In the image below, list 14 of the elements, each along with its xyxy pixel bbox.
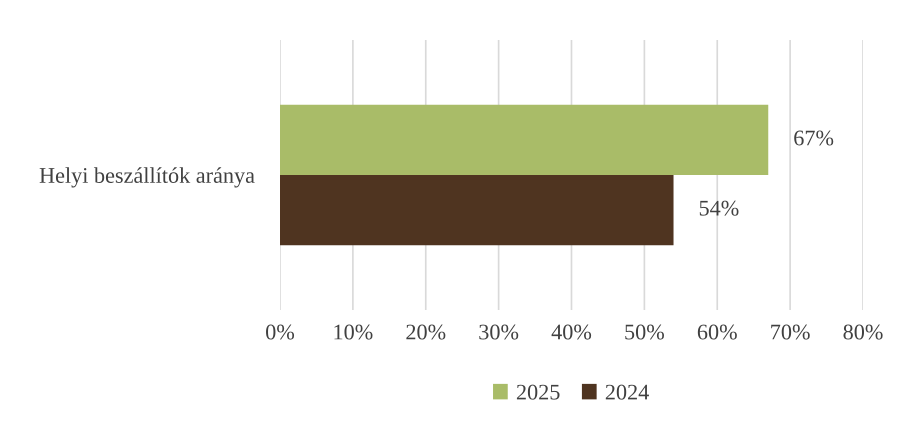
- x-tick-label: 20%: [406, 324, 446, 340]
- x-tick-label: 10%: [334, 324, 372, 340]
- data-label: 67%: [794, 130, 834, 146]
- legend-label: 2025: [516, 384, 560, 400]
- x-tick-label: 30%: [479, 324, 518, 340]
- x-tick-label: 70%: [771, 324, 810, 340]
- y-tick-label: Helyi beszállítók aránya: [40, 167, 255, 188]
- x-tick-label: 80%: [843, 324, 883, 340]
- x-tick-label: 60%: [698, 324, 737, 340]
- x-tick-label: 50%: [625, 324, 664, 340]
- legend-label: 2024: [606, 384, 649, 400]
- x-tick-label: 40%: [552, 324, 592, 340]
- x-tick-label: 0%: [266, 324, 294, 340]
- data-label: 54%: [700, 200, 738, 216]
